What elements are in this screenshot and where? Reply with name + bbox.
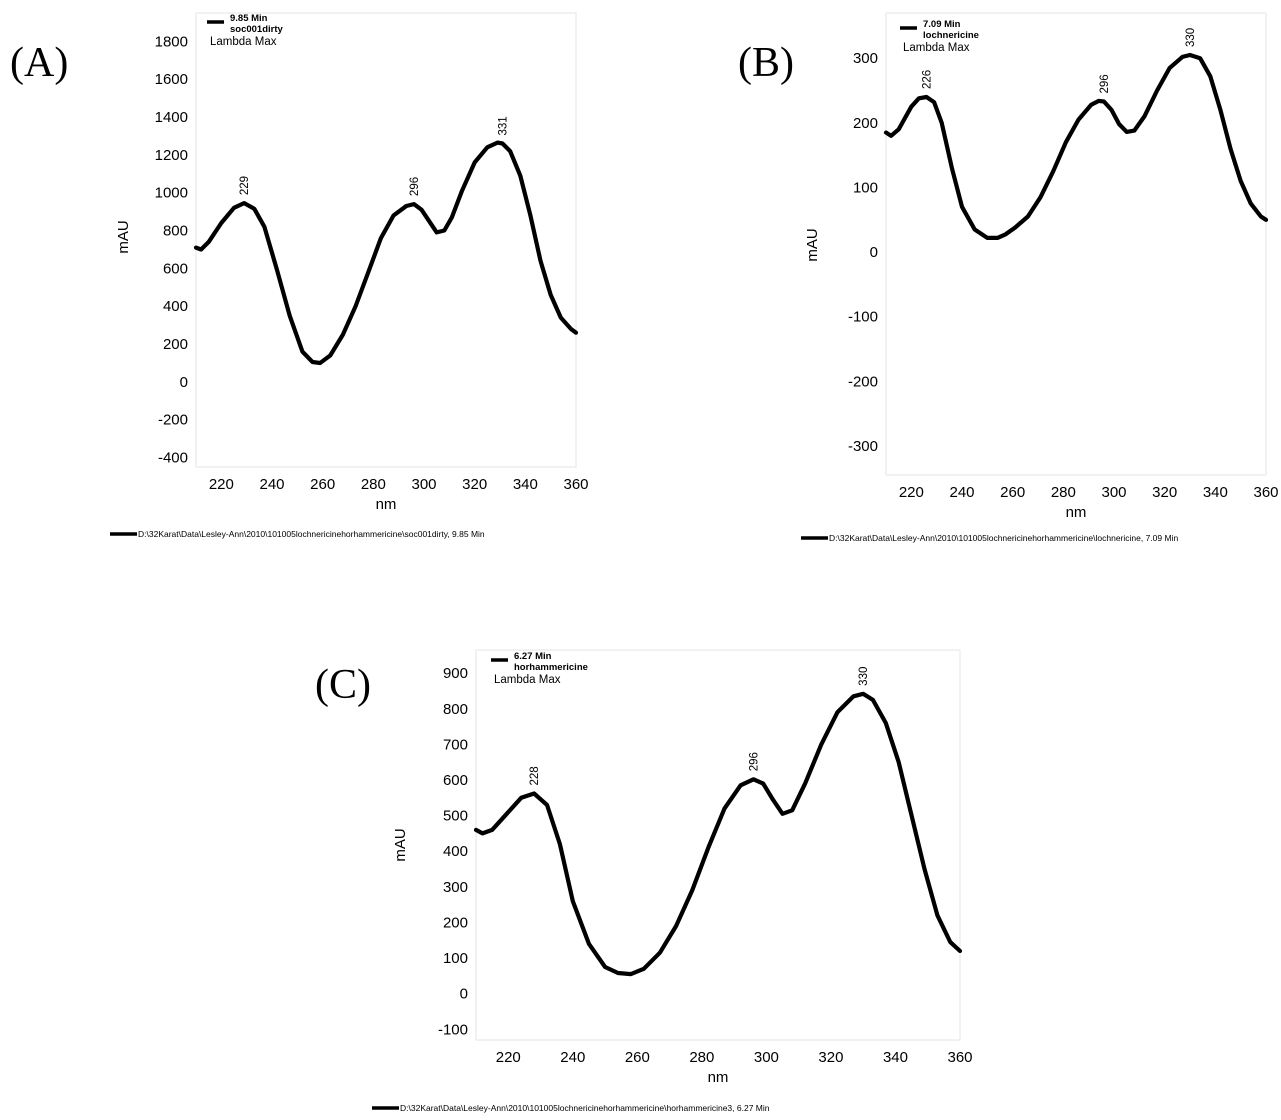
y-tick-label: 1800 (155, 33, 188, 50)
x-tick-label: 320 (462, 476, 487, 493)
spectrum-line (473, 691, 963, 977)
legend-time: 6.27 Min (514, 651, 552, 662)
x-tick-label: 340 (1203, 484, 1228, 501)
x-tick-label: 280 (689, 1049, 714, 1066)
y-axis-label: mAU (115, 220, 132, 253)
y-tick-label: 100 (853, 179, 878, 196)
peak-label: 226 (922, 70, 934, 89)
y-tick-label: -200 (848, 373, 878, 390)
y-tick-label: 400 (163, 298, 188, 315)
x-axis-label: nm (1066, 504, 1087, 521)
x-axis-label: nm (708, 1069, 729, 1086)
y-tick-label: 0 (870, 244, 878, 261)
legend-sample: lochnericine (923, 30, 979, 41)
x-tick-label: 340 (513, 476, 538, 493)
legend-sample: horhammericine (514, 662, 588, 673)
panel-label: (C) (315, 662, 371, 708)
y-tick-label: 200 (853, 115, 878, 132)
x-tick-label: 240 (560, 1049, 585, 1066)
x-tick-label: 300 (754, 1049, 779, 1066)
y-tick-label: -400 (158, 450, 188, 467)
y-tick-label: 200 (163, 336, 188, 353)
peak-label: 228 (529, 766, 541, 785)
legend-note: Lambda Max (210, 36, 277, 48)
y-axis-label: mAU (392, 828, 409, 861)
footer-path: D:\32Karat\Data\Lesley-Ann\2010\101005lo… (400, 1103, 770, 1113)
y-tick-label: 300 (853, 50, 878, 67)
legend-time: 7.09 Min (923, 19, 961, 30)
x-tick-label: 360 (563, 476, 588, 493)
x-tick-label: 280 (361, 476, 386, 493)
peak-label: 296 (748, 752, 760, 771)
plot-area (885, 12, 1267, 476)
y-tick-label: 1600 (155, 71, 188, 88)
x-tick-label: 220 (899, 484, 924, 501)
x-tick-label: 340 (883, 1049, 908, 1066)
legend-note: Lambda Max (494, 674, 561, 686)
x-tick-label: 320 (818, 1049, 843, 1066)
x-tick-label: 360 (1253, 484, 1278, 501)
peak-label: 330 (858, 667, 870, 686)
peak-label: 330 (1185, 28, 1197, 47)
y-tick-label: 600 (443, 772, 468, 789)
y-tick-label: -100 (438, 1021, 468, 1038)
legend-note: Lambda Max (903, 42, 970, 54)
y-tick-label: 100 (443, 950, 468, 967)
y-axis-label: mAU (804, 228, 821, 261)
spectrum-line (883, 52, 1269, 240)
footer-path: D:\32Karat\Data\Lesley-Ann\2010\101005lo… (829, 533, 1178, 543)
y-tick-label: 1000 (155, 185, 188, 202)
x-tick-label: 260 (310, 476, 335, 493)
chart-panel-3: (C) -100 0 100 200 300 400 500 600 700 800 900 220 24… (315, 649, 973, 1113)
plot-area (195, 12, 577, 468)
panel-label: (B) (738, 40, 794, 86)
peak-label: 296 (1099, 74, 1111, 93)
x-tick-label: 220 (209, 476, 234, 493)
y-tick-label: 500 (443, 808, 468, 825)
y-tick-label: -100 (848, 309, 878, 326)
y-tick-label: 400 (443, 843, 468, 860)
panel-label: (A) (10, 40, 68, 86)
y-tick-label: -300 (848, 438, 878, 455)
y-tick-label: 0 (180, 374, 188, 391)
y-tick-label: 900 (443, 665, 468, 682)
peak-label: 331 (498, 116, 510, 135)
y-tick-label: 1400 (155, 109, 188, 126)
x-tick-label: 280 (1051, 484, 1076, 501)
y-tick-label: 800 (163, 223, 188, 240)
chart-panel-2: (B) -300 -200 -100 0 100 200 300 220 240 260 280 300… (738, 12, 1279, 543)
y-tick-label: 800 (443, 701, 468, 718)
footer-path: D:\32Karat\Data\Lesley-Ann\2010\101005lo… (138, 529, 485, 539)
x-tick-label: 320 (1152, 484, 1177, 501)
y-tick-label: -200 (158, 412, 188, 429)
y-tick-label: 700 (443, 736, 468, 753)
spectrum-line (193, 140, 579, 366)
y-tick-label: 300 (443, 879, 468, 896)
x-tick-label: 260 (625, 1049, 650, 1066)
peak-label: 296 (409, 177, 421, 196)
x-tick-label: 240 (259, 476, 284, 493)
chart-panel-1: (A) -400 -200 0 200 400 600 800 1000 1200 1400 1600… (10, 12, 589, 539)
y-tick-label: 200 (443, 914, 468, 931)
x-tick-label: 360 (947, 1049, 972, 1066)
x-axis-label: nm (376, 496, 397, 513)
y-tick-label: 1200 (155, 147, 188, 164)
x-tick-label: 220 (496, 1049, 521, 1066)
legend-time: 9.85 Min (230, 13, 268, 24)
x-tick-label: 260 (1000, 484, 1025, 501)
plot-area (475, 649, 961, 1041)
x-tick-label: 300 (1101, 484, 1126, 501)
y-tick-label: 0 (460, 986, 468, 1003)
peak-label: 229 (239, 176, 251, 195)
x-tick-label: 240 (949, 484, 974, 501)
legend-sample: soc001dirty (230, 24, 284, 35)
x-tick-label: 300 (411, 476, 436, 493)
y-tick-label: 600 (163, 260, 188, 277)
